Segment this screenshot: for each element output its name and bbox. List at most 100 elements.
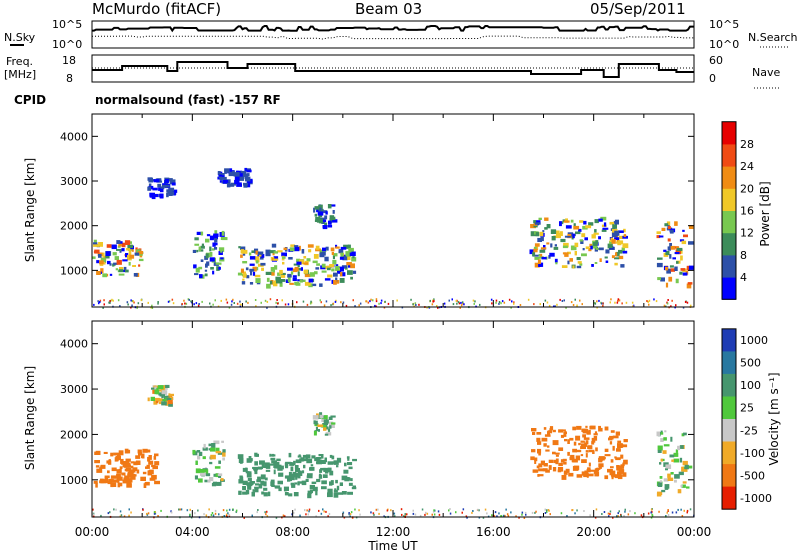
echo-cell <box>572 233 575 239</box>
echo-cell <box>554 452 560 455</box>
echo-speck <box>319 299 321 302</box>
echo-cell <box>254 487 259 493</box>
echo-cell <box>562 458 567 462</box>
echo-cell <box>308 278 314 283</box>
echo-speck <box>563 299 565 302</box>
echo-cell <box>623 459 628 465</box>
colorbar-tick-label: 8 <box>740 249 747 262</box>
echo-cell <box>617 230 624 233</box>
echo-cell <box>293 263 299 266</box>
echo-cell <box>555 454 559 457</box>
echo-cell <box>540 236 544 242</box>
echo-cell <box>282 261 285 265</box>
echo-speck <box>424 513 426 516</box>
echo-cell <box>554 244 557 247</box>
echo-cell <box>202 447 208 451</box>
echo-cell <box>246 473 252 478</box>
echo-cell <box>676 247 683 251</box>
echo-cell <box>243 185 248 188</box>
echo-cell <box>588 247 592 252</box>
echo-cell <box>537 441 542 445</box>
echo-cell <box>243 182 248 186</box>
echo-speck <box>461 511 463 514</box>
echo-cell <box>303 262 309 265</box>
echo-cell <box>532 469 539 473</box>
echo-cell <box>549 252 555 257</box>
echo-cell <box>99 478 104 484</box>
echo-cell <box>533 248 538 253</box>
echo-cell <box>329 454 333 458</box>
echo-cell <box>612 445 615 451</box>
echo-speck <box>410 298 412 301</box>
echo-cell <box>124 448 129 454</box>
echo-cell <box>341 475 348 481</box>
power-colorbar-label: Power [dB] <box>758 181 772 246</box>
echo-speck <box>648 303 650 306</box>
echo-cell <box>569 437 574 441</box>
echo-cell <box>319 414 324 419</box>
echo-cell <box>118 269 124 273</box>
y-tick-label: 1000 <box>60 264 88 277</box>
echo-cell <box>154 389 160 395</box>
echo-cell <box>124 269 129 273</box>
echo-cell <box>204 269 208 272</box>
echo-speck <box>98 302 100 305</box>
echo-speck <box>126 301 129 304</box>
echo-cell <box>151 387 156 390</box>
echo-cell <box>161 394 164 399</box>
echo-speck <box>572 304 575 306</box>
echo-speck <box>373 513 375 516</box>
echo-cell <box>671 459 674 462</box>
echo-speck <box>293 511 295 514</box>
echo-cell <box>144 481 150 486</box>
echo-cell <box>319 469 323 473</box>
x-tick-label: 08:00 <box>275 525 310 539</box>
echo-speck <box>257 509 259 511</box>
echo-speck <box>334 300 337 303</box>
echo-cell <box>107 480 113 485</box>
echo-cell <box>119 267 124 271</box>
echo-cell <box>245 267 249 271</box>
echo-cell <box>330 415 336 418</box>
echo-cell <box>610 430 615 433</box>
echo-cell <box>313 420 316 425</box>
echo-cell <box>322 247 326 252</box>
echo-cell <box>149 469 154 475</box>
echo-cell <box>106 460 111 464</box>
echo-cell <box>667 246 671 251</box>
echo-speck <box>318 509 320 512</box>
echo-cell <box>674 479 677 483</box>
echo-speck <box>294 508 296 511</box>
echo-cell <box>572 448 577 453</box>
echo-cell <box>664 430 667 433</box>
echo-cell <box>619 235 624 239</box>
colorbar-tick-label: 12 <box>740 227 754 240</box>
echo-speck <box>608 515 610 518</box>
echo-cell <box>561 265 568 268</box>
echo-cell <box>583 220 587 225</box>
noise-sky-line <box>92 25 694 33</box>
echo-cell <box>297 481 300 486</box>
echo-cell <box>346 456 350 459</box>
echo-cell <box>96 260 100 264</box>
echo-cell <box>574 242 579 248</box>
echo-speck <box>266 515 269 518</box>
echo-cell <box>111 467 117 472</box>
echo-cell <box>300 267 303 271</box>
echo-cell <box>194 237 199 241</box>
echo-cell <box>331 422 336 425</box>
echo-cell <box>595 240 599 244</box>
echo-speck <box>421 508 424 511</box>
echo-cell <box>552 429 556 433</box>
echo-speck <box>510 306 512 309</box>
echo-cell <box>675 246 680 249</box>
echo-cell <box>206 234 211 237</box>
echo-cell <box>617 471 622 476</box>
echo-cell <box>336 485 340 491</box>
echo-cell <box>319 207 322 212</box>
echo-cell <box>657 257 663 260</box>
echo-cell <box>297 455 302 458</box>
echo-cell <box>315 245 320 250</box>
echo-cell <box>341 491 347 495</box>
